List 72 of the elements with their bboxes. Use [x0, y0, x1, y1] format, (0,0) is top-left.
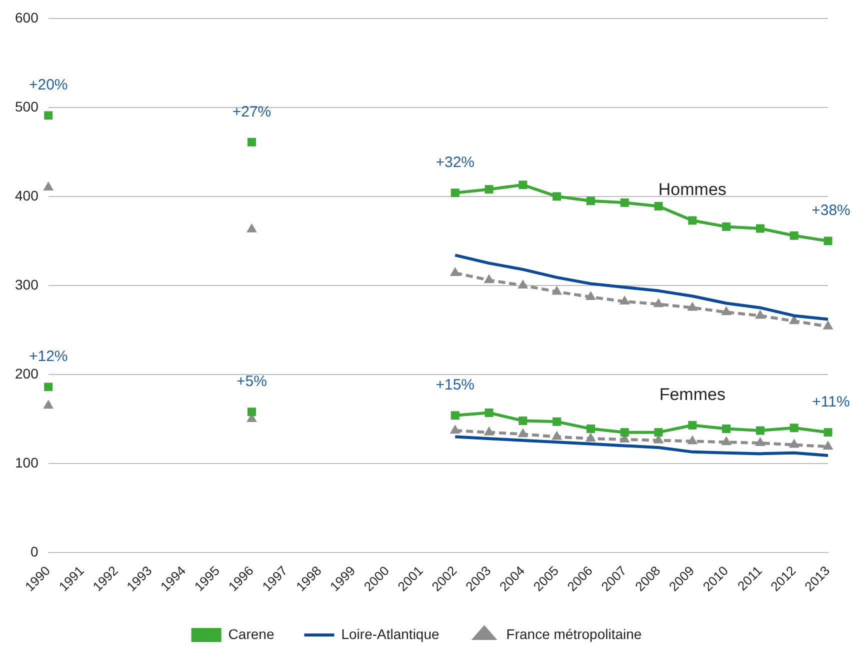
point: [824, 236, 832, 246]
y-tick-label: 100: [15, 454, 39, 470]
point: [824, 428, 832, 437]
point: [552, 192, 562, 201]
annotation: +12%: [28, 348, 68, 366]
point: [586, 432, 596, 442]
point: [450, 411, 460, 420]
point: [654, 202, 663, 210]
point: [246, 223, 257, 232]
annotation: +11%: [812, 393, 850, 410]
point: [620, 198, 629, 207]
point: [654, 428, 663, 437]
point: [44, 382, 53, 392]
y-tick-label: 200: [15, 365, 39, 382]
point: [450, 424, 460, 434]
point: [721, 436, 732, 446]
point: [755, 437, 766, 446]
point: [822, 320, 834, 330]
point: [552, 417, 562, 426]
y-tick-label: 400: [15, 187, 39, 204]
y-tick-label: 600: [15, 9, 39, 26]
point: [788, 438, 800, 448]
point: [653, 298, 664, 308]
annotation: Hommes: [658, 180, 726, 200]
y-tick-label: 500: [15, 98, 39, 114]
point: [687, 435, 698, 444]
point: [721, 306, 732, 316]
legend-label: Carene: [228, 626, 274, 642]
point: [484, 426, 494, 436]
legend-label: Loire-Atlantique: [341, 626, 440, 642]
point: [450, 266, 460, 276]
point: [620, 428, 629, 437]
point: [586, 196, 595, 206]
annotation: +27%: [232, 103, 272, 120]
annotation: +20%: [28, 76, 68, 94]
point: [518, 279, 528, 288]
point: [790, 231, 798, 240]
point: [790, 424, 798, 432]
point: [619, 295, 630, 304]
point: [518, 180, 528, 190]
point: [484, 408, 494, 417]
point: [688, 216, 697, 225]
annotation: +38%: [812, 202, 850, 220]
point: [756, 426, 764, 435]
point: [552, 286, 562, 295]
legend-label: France métropolitaine: [506, 626, 642, 642]
point: [552, 430, 562, 440]
point: [586, 291, 596, 300]
point: [518, 428, 528, 438]
annotation: +5%: [236, 373, 267, 390]
point: [755, 310, 766, 319]
point: [450, 188, 460, 198]
y-tick-label: 0: [30, 543, 39, 560]
point: [43, 400, 54, 409]
point: [687, 302, 698, 311]
point: [688, 420, 697, 430]
point: [722, 424, 731, 434]
point: [586, 424, 595, 434]
annotation: +15%: [436, 376, 475, 394]
point: [44, 111, 53, 120]
point: [484, 274, 494, 284]
y-tick-label: 300: [15, 276, 39, 292]
point: [756, 224, 764, 233]
point: [518, 416, 528, 426]
point: [822, 440, 834, 450]
point: [248, 408, 256, 416]
point: [248, 138, 256, 146]
annotation: Femmes: [659, 384, 726, 404]
annotation: +32%: [436, 154, 475, 172]
point: [43, 182, 54, 191]
point: [484, 185, 494, 194]
point: [722, 222, 731, 231]
